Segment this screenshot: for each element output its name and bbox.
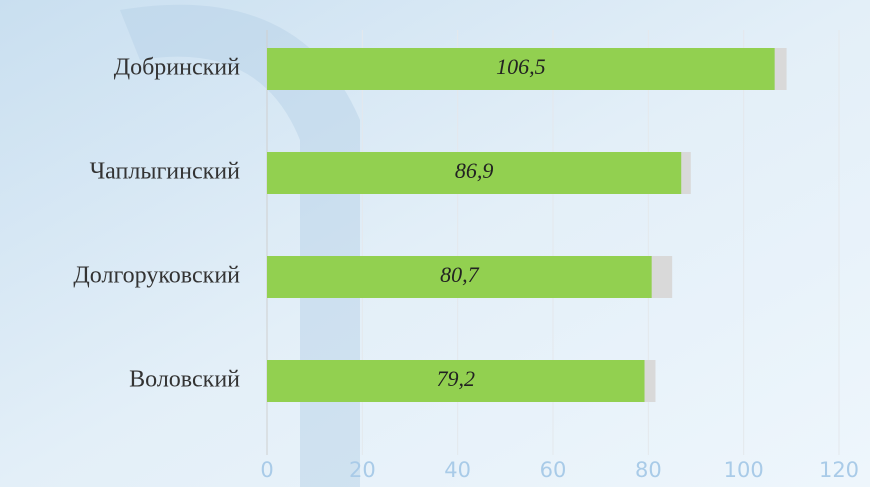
x-tick-label: 60 [540,458,567,482]
y-tick-label: Добринский [114,55,240,81]
data-label: 80,7 [440,262,480,287]
x-tick-label: 20 [349,458,376,482]
x-tick-label: 120 [819,458,859,482]
data-label: 86,9 [455,158,494,183]
y-tick-label: Чаплыгинский [90,159,241,185]
data-label: 106,5 [496,54,546,79]
x-tick-label: 80 [635,458,662,482]
data-label: 79,2 [437,366,476,391]
y-tick-label: Воловский [129,367,240,393]
y-tick-label: Долгоруковский [73,263,240,289]
x-tick-label: 0 [260,458,273,482]
x-tick-label: 100 [724,458,764,482]
chart: 0 20 40 60 80 100 120 Добринский 106,5 Чаплыгинск… [0,0,870,487]
x-tick-label: 40 [444,458,471,482]
